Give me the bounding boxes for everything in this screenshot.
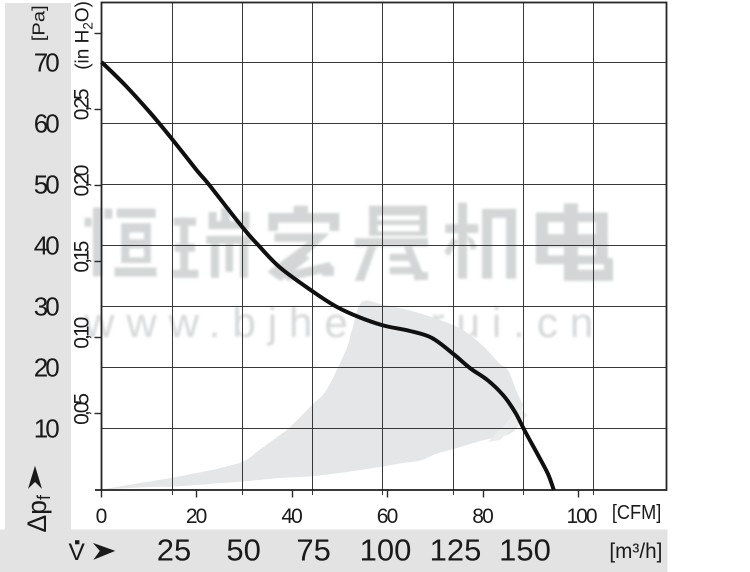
svg-text:20: 20 [186,505,208,528]
svg-text:[m³/h]: [m³/h] [609,540,662,563]
svg-text:0,05: 0,05 [71,393,94,425]
svg-text:125: 125 [430,533,482,568]
svg-text:20: 20 [34,353,60,383]
svg-text:[CFM]: [CFM] [612,502,661,524]
svg-text:100: 100 [360,533,412,568]
svg-text:40: 40 [34,231,60,261]
svg-text:150: 150 [499,533,551,568]
svg-text:80: 80 [472,505,494,528]
svg-text:0,10: 0,10 [71,317,94,349]
svg-text:0: 0 [96,505,108,528]
svg-text:50: 50 [226,533,260,568]
svg-text:75: 75 [296,533,330,568]
svg-text:0,20: 0,20 [71,165,94,197]
svg-text:30: 30 [34,292,60,322]
svg-text:Δpf: Δpf [22,494,54,532]
svg-text:0,25: 0,25 [71,88,94,120]
svg-text:0,15: 0,15 [71,241,94,273]
svg-text:60: 60 [377,505,399,528]
svg-text:[Pa]: [Pa] [29,5,49,41]
svg-text:40: 40 [281,505,303,528]
svg-text:(in H2O): (in H2O) [73,1,96,70]
svg-text:60: 60 [34,109,60,139]
svg-text:70: 70 [34,48,60,78]
svg-text:100: 100 [567,505,598,528]
svg-text:25: 25 [157,533,191,568]
svg-text:V: V [69,539,86,566]
svg-text:10: 10 [34,414,60,444]
svg-text:50: 50 [34,170,60,200]
